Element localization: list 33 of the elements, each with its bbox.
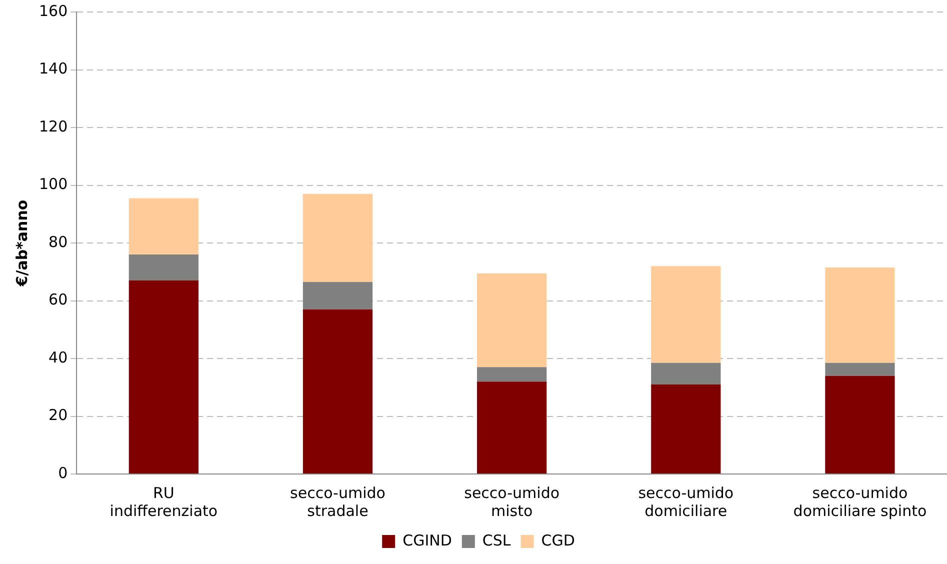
y-tick-label: 100 [38, 175, 68, 194]
bar [128, 280, 198, 474]
bar [477, 367, 547, 382]
y-tick-label: 160 [38, 2, 68, 20]
bar [651, 362, 721, 384]
bar [302, 194, 373, 282]
legend-label: CGD [541, 531, 575, 550]
x-tick-label: secco-umido domiciliare [638, 484, 734, 520]
legend-label: CGIND [402, 531, 452, 550]
bar [477, 382, 547, 474]
y-tick-label: 80 [48, 232, 68, 251]
y-tick-label: 0 [58, 464, 68, 482]
y-axis-title: €/ab*anno [12, 200, 31, 288]
bar [651, 384, 721, 474]
bar [477, 273, 547, 368]
bar [128, 254, 198, 281]
legend-label: CSL [482, 531, 512, 550]
bar [302, 309, 373, 474]
bar [651, 266, 721, 363]
bar [128, 198, 198, 255]
x-tick-label: secco-umido domiciliare spinto [793, 484, 927, 520]
y-tick-label: 140 [38, 60, 68, 78]
y-tick-label: 60 [48, 290, 68, 309]
bar [825, 362, 895, 376]
x-tick-label: secco-umido misto [464, 484, 560, 520]
y-tick-label: 40 [48, 348, 68, 366]
bar [302, 282, 373, 310]
bar [825, 376, 895, 474]
bar [825, 268, 895, 363]
x-tick-label: secco-umido stradale [290, 484, 386, 520]
y-tick-label: 20 [48, 406, 68, 424]
x-tick-label: RU indifferenziato [110, 484, 218, 520]
y-tick-label: 120 [38, 117, 68, 136]
